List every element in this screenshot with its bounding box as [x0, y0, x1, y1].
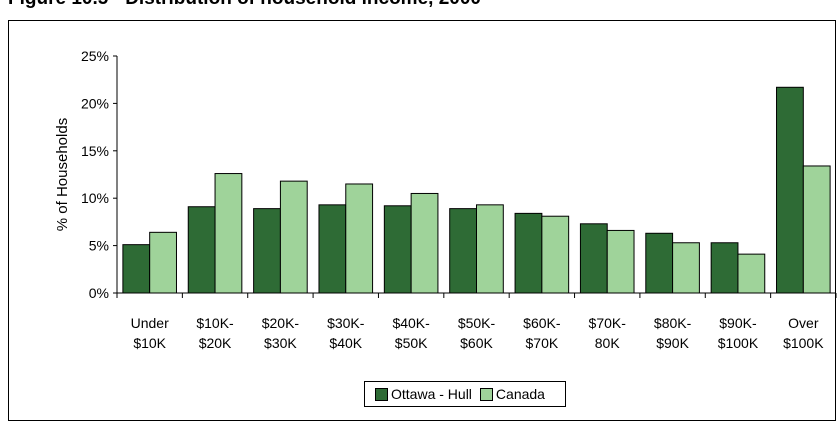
bar-ottawa [187, 206, 216, 294]
bar-canada [279, 180, 308, 294]
bar-canada [672, 242, 700, 294]
x-tick-label: $30K- [327, 315, 365, 331]
bar-ottawa [710, 242, 739, 294]
bar-ottawa [318, 204, 347, 294]
x-tick-label: $40K- [392, 315, 430, 331]
bar-canada [214, 173, 243, 294]
bar-canada [476, 204, 504, 294]
x-tick-label: $100K [718, 335, 759, 351]
bar-ottawa [383, 205, 412, 294]
legend-swatch-canada [479, 387, 493, 401]
x-tick-label: $30K [264, 335, 297, 351]
bar-ottawa [579, 223, 608, 294]
bar-canada [802, 165, 831, 294]
y-tick-label: 5% [89, 238, 109, 254]
x-tick-label: $90K [656, 335, 689, 351]
y-tick-label: 15% [81, 143, 109, 159]
x-tick-label: $80K- [654, 315, 692, 331]
x-tick-label: $60K [460, 335, 493, 351]
y-axis-title: % of Households [54, 118, 71, 231]
legend-label-ottawa: Ottawa - Hull [391, 386, 472, 402]
x-tick-label: $50K- [458, 315, 496, 331]
y-tick-label: 25% [81, 48, 109, 64]
bar-canada [541, 215, 570, 294]
legend-item-canada: Canada [479, 386, 545, 402]
y-tick-label: 20% [81, 95, 109, 111]
legend: Ottawa - Hull Canada [364, 381, 566, 407]
bar-canada [737, 253, 766, 294]
y-tick-label: 10% [81, 190, 109, 206]
bar-ottawa [776, 86, 804, 294]
bar-canada [606, 229, 635, 294]
x-tick-label: $70K- [589, 315, 627, 331]
x-tick-label: Over [788, 315, 819, 331]
figure-title: Figure 10.5 - Distribution of household … [8, 0, 481, 10]
x-tick-label: $70K [526, 335, 559, 351]
legend-label-canada: Canada [495, 386, 545, 402]
legend-swatch-ottawa [375, 387, 388, 401]
bar-ottawa [514, 212, 543, 294]
x-tick-label: $10K- [196, 315, 234, 331]
x-tick-label: $100K [783, 335, 824, 351]
x-tick-label: $40K [329, 335, 362, 351]
bar-canada [410, 192, 439, 294]
bar-canada [345, 183, 374, 294]
x-tick-label: $20K- [262, 315, 300, 331]
bar-ottawa [253, 208, 281, 294]
bar-ottawa [122, 244, 151, 294]
x-tick-label: $10K [133, 335, 166, 351]
x-tick-label: $90K- [719, 315, 757, 331]
x-tick-label: $60K- [523, 315, 561, 331]
x-tick-label: $50K [395, 335, 428, 351]
x-tick-label: 80K [595, 335, 621, 351]
bar-canada [149, 231, 177, 294]
bar-ottawa [449, 208, 477, 294]
legend-item-ottawa: Ottawa - Hull [375, 386, 472, 402]
y-tick-label: 0% [89, 285, 109, 301]
x-tick-label: $20K [199, 335, 232, 351]
bar-ottawa [645, 232, 674, 294]
x-tick-label: Under [131, 315, 169, 331]
